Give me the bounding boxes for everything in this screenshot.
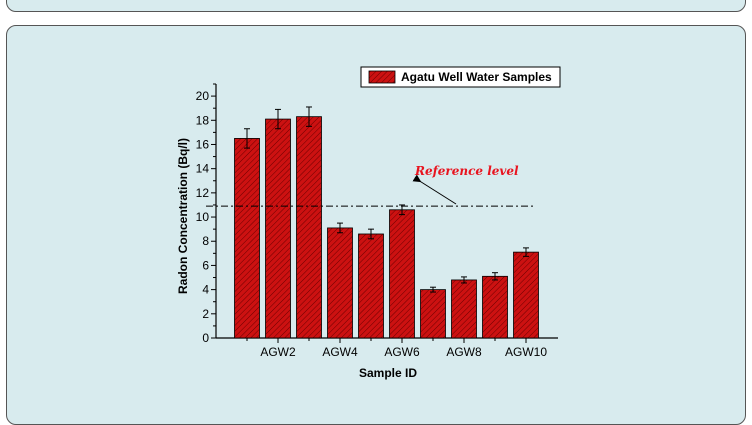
reference-arrow <box>412 174 457 205</box>
x-tick-label: AGW4 <box>322 345 358 359</box>
bar <box>482 275 508 339</box>
x-axis-title: Sample ID <box>359 366 417 380</box>
chart-panel <box>6 25 746 425</box>
y-tick-label: 14 <box>196 162 210 176</box>
legend: Agatu Well Water Samples <box>360 66 561 88</box>
y-tick-label: 4 <box>202 283 209 297</box>
legend-swatch <box>368 70 396 84</box>
x-tick-label: AGW8 <box>446 345 482 359</box>
legend-box <box>360 66 561 88</box>
bar <box>389 209 415 339</box>
reference-level-label: Reference level <box>414 164 519 178</box>
y-tick-label: 16 <box>196 137 210 151</box>
bar <box>327 227 353 339</box>
bar <box>451 279 477 339</box>
y-tick-label: 20 <box>196 89 210 103</box>
legend-label: Agatu Well Water Samples <box>401 70 552 84</box>
y-axis-title: Radon Concentration (Bq/l) <box>176 138 190 294</box>
y-tick-label: 8 <box>202 234 209 248</box>
y-tick-label: 6 <box>202 258 209 272</box>
bar <box>358 233 384 339</box>
x-tick-label: AGW10 <box>505 345 547 359</box>
y-tick-label: 12 <box>196 186 210 200</box>
y-tick-label: 10 <box>196 210 210 224</box>
bar-chart: 0 2 4 6 8 10 12 14 16 18 20 AGW2 AGW4 AGW6 AGW8 AGW10 A… <box>176 66 561 380</box>
bar <box>234 138 260 339</box>
bar <box>296 116 322 339</box>
bar <box>420 289 446 339</box>
bar <box>513 251 539 339</box>
x-tick-label: AGW6 <box>384 345 420 359</box>
y-tick-label: 2 <box>202 307 209 321</box>
x-tick-label: AGW2 <box>260 345 296 359</box>
y-tick-label: 0 <box>202 331 209 345</box>
bar <box>265 118 291 339</box>
y-tick-label: 18 <box>196 113 210 127</box>
